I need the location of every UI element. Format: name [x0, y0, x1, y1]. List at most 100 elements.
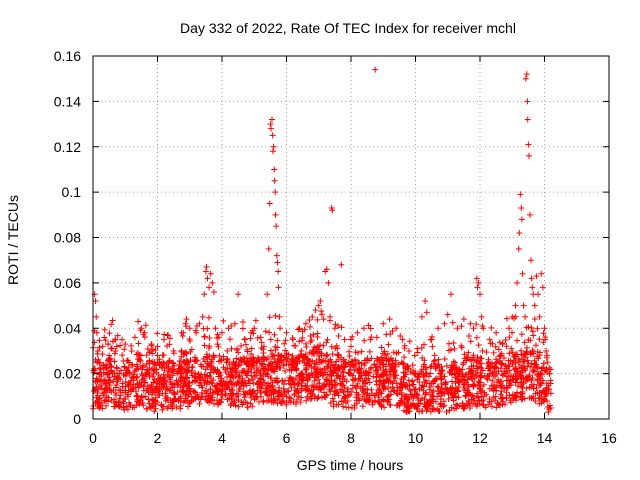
data-point — [408, 391, 415, 398]
data-point — [436, 408, 443, 415]
data-point — [367, 336, 374, 343]
data-point — [354, 329, 361, 336]
data-point — [476, 397, 483, 404]
data-point — [105, 369, 112, 376]
data-point — [340, 403, 347, 410]
data-point — [307, 332, 314, 339]
data-point — [177, 377, 184, 384]
data-point — [233, 346, 240, 353]
data-point — [161, 367, 168, 374]
data-point — [165, 403, 172, 410]
data-point — [184, 374, 191, 381]
data-point — [95, 356, 102, 363]
data-point — [506, 350, 513, 357]
data-point — [521, 339, 528, 346]
data-point — [136, 382, 143, 389]
data-point — [302, 320, 309, 327]
data-point — [486, 396, 493, 403]
data-point — [328, 343, 335, 350]
data-point — [148, 347, 155, 354]
data-point — [108, 321, 115, 328]
data-point — [124, 391, 131, 398]
data-point — [231, 381, 238, 388]
data-point — [474, 284, 481, 291]
data-point — [468, 367, 475, 374]
data-point — [206, 399, 213, 406]
data-point — [302, 351, 309, 358]
data-point — [104, 365, 111, 372]
data-point — [373, 363, 380, 370]
data-point — [332, 361, 339, 368]
data-point — [349, 361, 356, 368]
data-point — [140, 402, 147, 409]
data-point — [547, 390, 554, 397]
data-point — [405, 401, 412, 408]
data-point — [474, 401, 481, 408]
data-point — [183, 366, 190, 373]
data-point — [107, 387, 114, 394]
data-point — [115, 402, 122, 409]
data-point — [525, 360, 532, 367]
data-point — [466, 332, 473, 339]
data-point — [483, 349, 490, 356]
data-point — [160, 336, 167, 343]
data-point — [438, 376, 445, 383]
data-point — [405, 377, 412, 384]
data-point — [506, 325, 513, 332]
data-point — [235, 362, 242, 369]
data-point — [206, 372, 213, 379]
data-point — [180, 329, 187, 336]
data-point — [506, 392, 513, 399]
data-point — [207, 386, 214, 393]
data-point — [331, 325, 338, 332]
data-point — [506, 334, 513, 341]
data-point — [275, 268, 282, 275]
data-point — [452, 371, 459, 378]
data-point — [525, 336, 532, 343]
data-point — [122, 341, 129, 348]
data-point — [523, 348, 530, 355]
data-point — [498, 388, 505, 395]
data-point — [249, 362, 256, 369]
data-point — [214, 391, 221, 398]
data-point — [258, 393, 265, 400]
data-point — [309, 382, 316, 389]
data-point — [296, 325, 303, 332]
data-point — [418, 408, 425, 415]
data-point — [423, 369, 430, 376]
data-point — [393, 380, 400, 387]
data-point — [539, 377, 546, 384]
data-point — [291, 390, 298, 397]
data-point — [467, 373, 474, 380]
data-point — [512, 365, 519, 372]
data-point — [328, 381, 335, 388]
data-point — [103, 402, 110, 409]
data-point — [110, 378, 117, 385]
data-point — [299, 354, 306, 361]
data-point — [341, 336, 348, 343]
data-point — [103, 389, 110, 396]
data-point — [368, 386, 375, 393]
data-point — [296, 376, 303, 383]
data-point — [274, 337, 281, 344]
data-point — [312, 307, 319, 314]
data-point — [303, 386, 310, 393]
data-point — [338, 261, 345, 268]
data-point — [172, 395, 179, 402]
data-point — [183, 316, 190, 323]
data-point — [414, 349, 421, 356]
data-point — [518, 331, 525, 338]
data-point — [282, 347, 289, 354]
data-point — [544, 352, 551, 359]
data-point — [261, 379, 268, 386]
data-point — [307, 323, 314, 330]
data-point — [502, 337, 509, 344]
data-point — [316, 356, 323, 363]
data-point — [490, 385, 497, 392]
data-point — [447, 390, 454, 397]
data-point — [196, 379, 203, 386]
data-point — [244, 348, 251, 355]
data-point — [274, 259, 281, 266]
data-point — [362, 372, 369, 379]
data-point — [466, 402, 473, 409]
